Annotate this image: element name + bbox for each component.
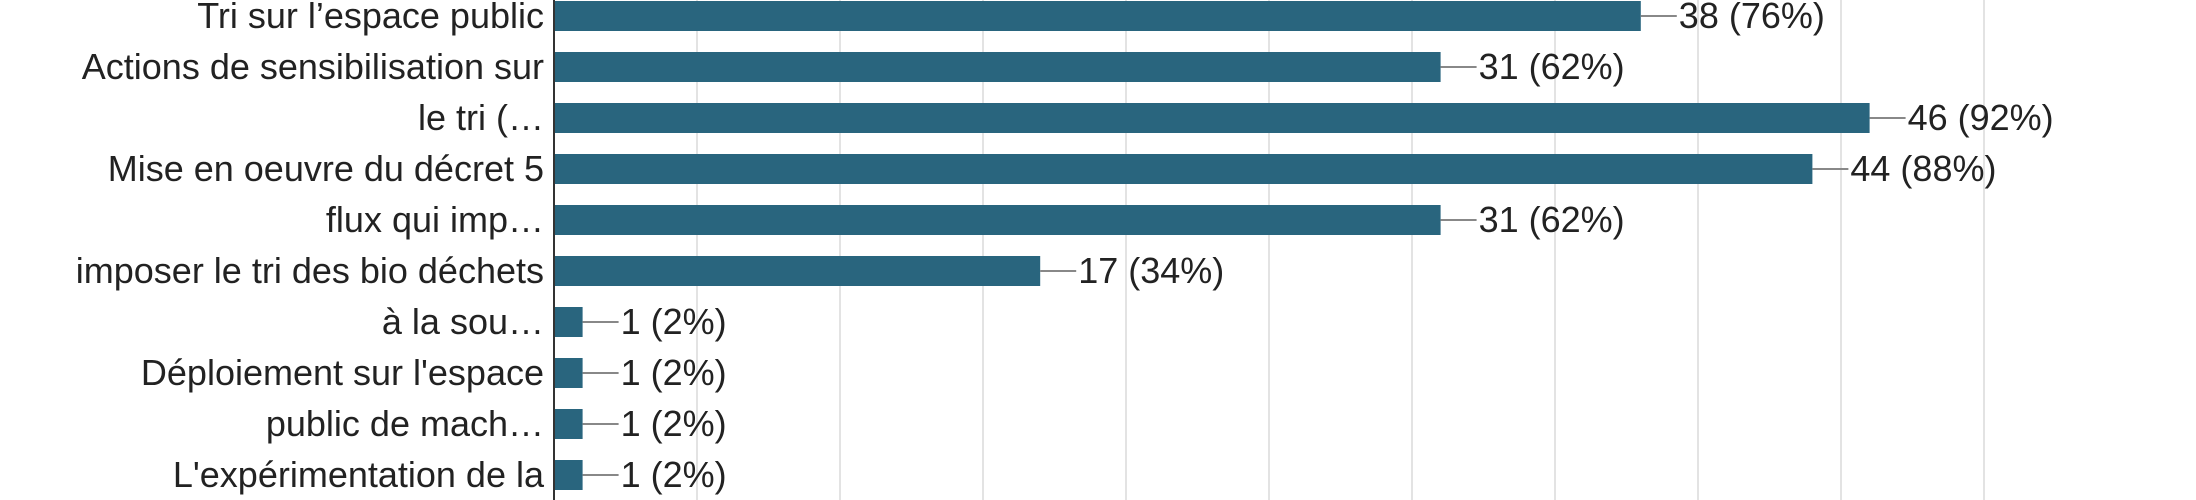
category-label: à la sou… [382, 301, 544, 342]
category-label: public de mach… [266, 403, 544, 444]
leader-lines [582, 15, 1906, 476]
value-labels: 38 (76%) 31 (62%) 46 (92%) 44 (88%) 31 (62%)… [621, 0, 2054, 495]
bar [554, 103, 1870, 133]
bar [554, 1, 1641, 31]
category-label: Actions de sensibilisation sur [82, 46, 544, 87]
category-label: le tri (… [418, 97, 544, 138]
bar [554, 307, 583, 337]
category-label: Déploiement sur l'espace [141, 352, 544, 393]
value-label: 1 (2%) [621, 352, 727, 393]
category-label: Mise en oeuvre du décret 5 [108, 148, 544, 189]
category-label: flux qui imp… [326, 199, 544, 240]
value-label: 46 (92%) [1908, 97, 2054, 138]
category-label: L'expérimentation de la [173, 454, 545, 495]
value-label: 1 (2%) [621, 403, 727, 444]
value-label: 17 (34%) [1078, 250, 1224, 291]
bar [554, 358, 583, 388]
category-label: imposer le tri des bio déchets [76, 250, 544, 291]
bar [554, 460, 583, 490]
category-labels: Tri sur l’espace public Actions de sensib… [76, 0, 545, 495]
value-label: 38 (76%) [1679, 0, 1825, 36]
value-label: 1 (2%) [621, 454, 727, 495]
bar [554, 52, 1441, 82]
gridlines [696, 0, 1985, 500]
bar [554, 154, 1813, 184]
bar [554, 409, 583, 439]
value-label: 44 (88%) [1850, 148, 1996, 189]
category-label: Tri sur l’espace public [197, 0, 544, 36]
value-label: 31 (62%) [1479, 46, 1625, 87]
value-label: 31 (62%) [1479, 199, 1625, 240]
bar [554, 205, 1441, 235]
bar [554, 256, 1041, 286]
bars [554, 1, 1870, 490]
value-label: 1 (2%) [621, 301, 727, 342]
